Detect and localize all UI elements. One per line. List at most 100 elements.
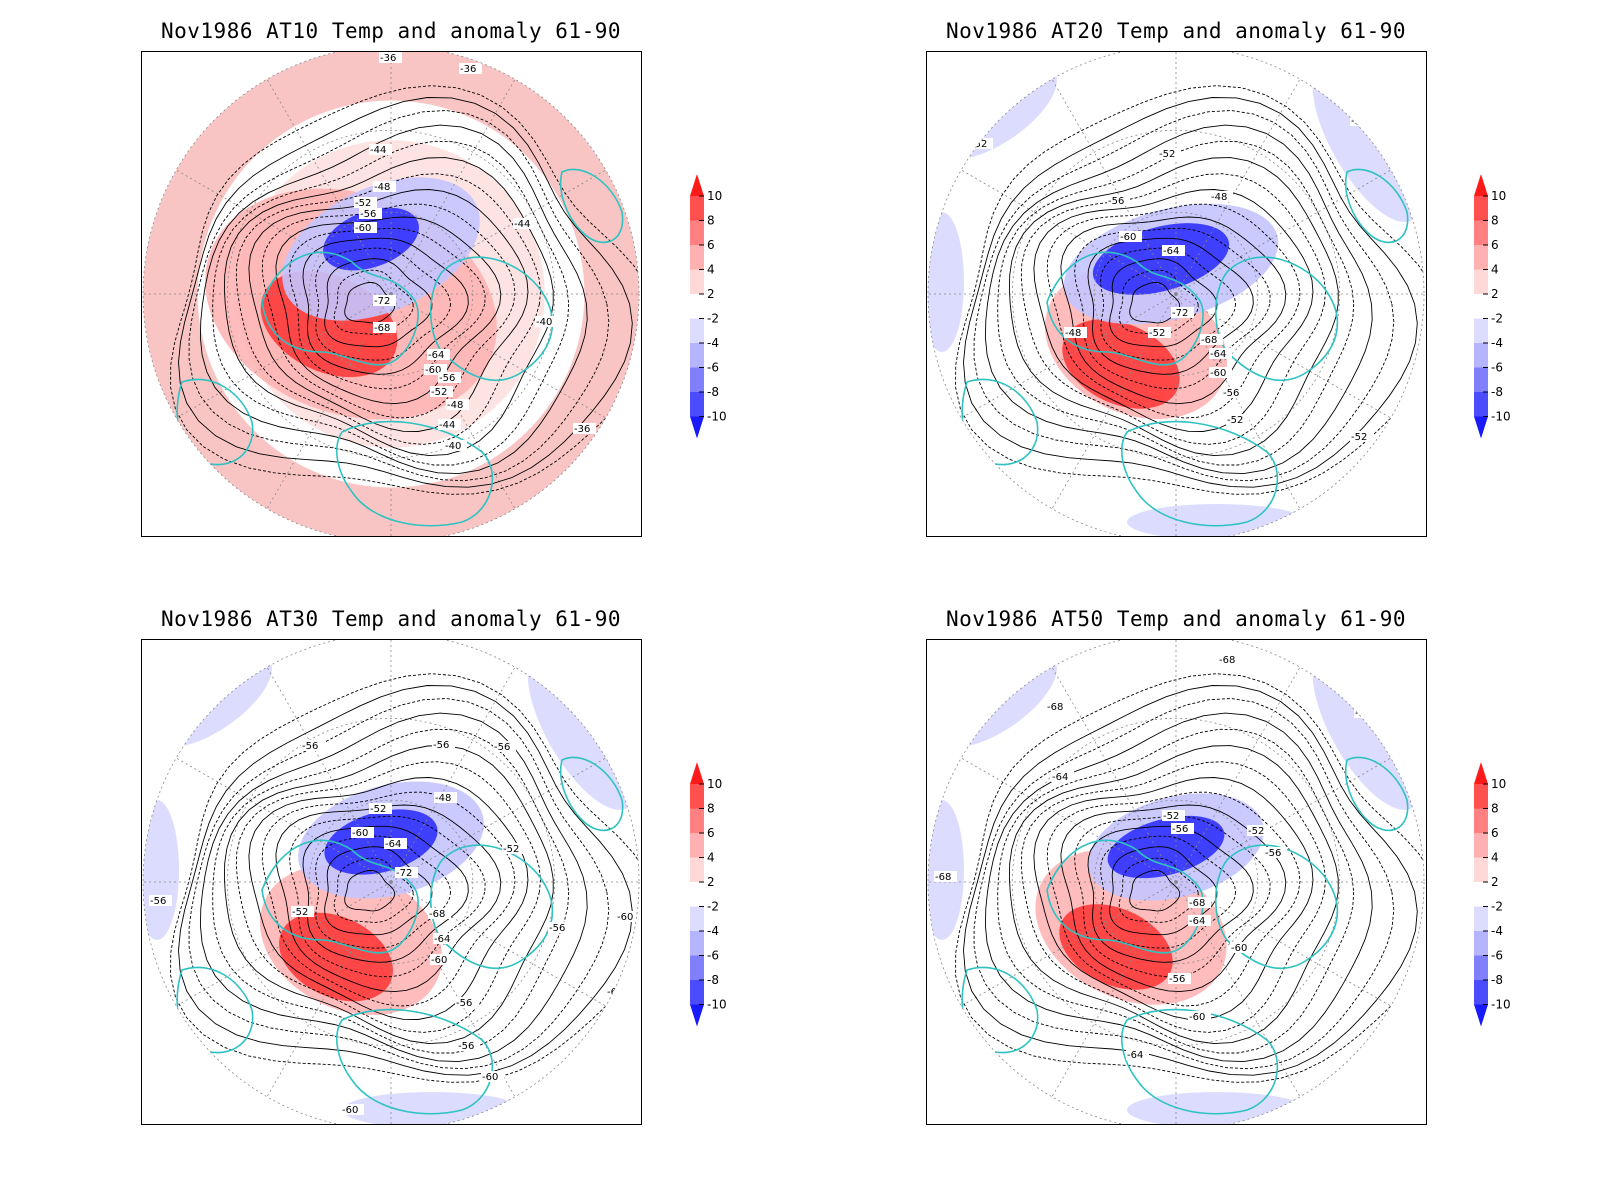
colorbar-label: 6 xyxy=(1491,826,1499,840)
colorbar-label: -8 xyxy=(1491,385,1503,399)
meridian-line xyxy=(176,169,392,295)
colorbar-label: 8 xyxy=(707,802,715,816)
isotherm-contour xyxy=(302,237,469,375)
isotherm-contour xyxy=(261,203,516,419)
contour-label-bg xyxy=(427,349,450,360)
colorbar-label: 6 xyxy=(707,826,715,840)
polar-map-at20: -52 -52 -52 -48 -56 -60 -64 -72 -48 -68 -64 -60 -56 -… xyxy=(927,52,1425,536)
contour-label: -56 xyxy=(1223,388,1239,399)
isotherm-contour xyxy=(315,247,452,361)
isotherm-contour xyxy=(170,673,639,1083)
contour-label: -60 xyxy=(431,955,447,966)
contour-label: -52 xyxy=(503,844,519,855)
isotherm-contour xyxy=(170,85,639,495)
colorbar-label: 4 xyxy=(707,851,715,865)
contour-label: -60 xyxy=(1189,1012,1205,1023)
colorbar-segment xyxy=(690,784,704,809)
colorbar-segment xyxy=(690,269,704,294)
contour-label: -56 xyxy=(456,998,472,1009)
coastline xyxy=(1344,168,1409,244)
contour-label: -60 xyxy=(355,223,371,234)
colorbar-segment xyxy=(690,294,704,319)
contour-label: -52 xyxy=(370,804,386,815)
contour-label: -56 xyxy=(150,896,166,907)
colorbar-label: -10 xyxy=(707,998,727,1012)
colorbar-segment xyxy=(1474,882,1488,907)
isotherm-contour xyxy=(1118,857,1199,923)
isotherm-contour xyxy=(1100,247,1237,361)
contour-label: -36 xyxy=(574,424,590,435)
isotherm-contour xyxy=(178,685,633,1076)
colorbar-arrow-bottom xyxy=(690,1004,704,1027)
isotherm-contour xyxy=(1129,869,1181,912)
isotherm-contour xyxy=(1087,825,1254,963)
isotherm-contour xyxy=(223,745,554,1045)
colorbar-at10: 10 8 6 4 2 -2 -4 -6 -8 -10 xyxy=(686,170,766,450)
contour-label: -60 xyxy=(1120,232,1136,243)
colorbar-label: -2 xyxy=(1491,900,1503,914)
contour-label: -52 xyxy=(1248,826,1264,837)
meridian-line xyxy=(1051,79,1177,295)
colorbar-arrow-top xyxy=(1474,174,1488,196)
meridian-line xyxy=(266,293,392,509)
contour-label-bg xyxy=(354,197,377,208)
colorbar-segment xyxy=(1474,367,1488,392)
colorbar-label: -4 xyxy=(707,336,719,350)
colorbar-segment xyxy=(1474,220,1488,245)
contour-label-bg xyxy=(351,827,374,838)
isotherm-contour xyxy=(199,124,588,475)
contour-label: -52 xyxy=(431,387,447,398)
contour-label-bg xyxy=(438,419,461,430)
contour-label: -64 xyxy=(385,839,401,850)
polar-map-at50: -68-68-68-64-52-56 -52-56-68-68-64-60-56-… xyxy=(927,640,1425,1124)
contour-label-bg xyxy=(1188,1011,1211,1022)
colorbar-label: -6 xyxy=(707,949,719,963)
contour-label: -60 xyxy=(1210,368,1226,379)
colorbar-label: 10 xyxy=(707,189,722,203)
contour-label: -68 xyxy=(1219,655,1235,666)
colorbar-segment xyxy=(690,318,704,343)
polar-map-at10: -36-36-44-44-48-52-56-60-72-68-64-60-56-… xyxy=(142,52,640,536)
isotherm-contour xyxy=(315,835,452,949)
contour-label-bg xyxy=(513,218,536,229)
contour-label-bg xyxy=(535,316,558,327)
colorbar-segment xyxy=(1474,343,1488,368)
isotherm-contour xyxy=(199,712,588,1063)
colorbar-label: 8 xyxy=(1491,802,1499,816)
isotherm-contour xyxy=(1033,777,1314,1020)
contour-label: -64 xyxy=(434,934,450,945)
meridian-line xyxy=(266,667,392,883)
contour-label: -68 xyxy=(1201,335,1217,346)
contour-label-bg xyxy=(573,423,596,434)
contour-label-bg xyxy=(341,1104,364,1115)
colorbar-label: -4 xyxy=(1491,336,1503,350)
colorbar-segment xyxy=(690,857,704,882)
isotherm-contour xyxy=(188,110,610,482)
isotherm-contour xyxy=(212,728,570,1054)
contour-label-bg xyxy=(1188,915,1211,926)
colorbar-label: 4 xyxy=(1491,263,1499,277)
contour-label: -60 xyxy=(482,1072,498,1083)
contour-label-bg xyxy=(444,440,467,451)
isotherm-contour xyxy=(188,698,610,1070)
colorbar-segment xyxy=(690,833,704,858)
colorbar-label: 4 xyxy=(1491,851,1499,865)
colorbar-label: -4 xyxy=(1491,924,1503,938)
colorbar-at20: 10 8 6 4 2 -2 -4 -6 -8 -10 xyxy=(1470,170,1550,450)
colorbar-segment xyxy=(690,882,704,907)
contour-label: -44 xyxy=(514,219,530,230)
isotherm-contour xyxy=(324,846,433,936)
contour-label-bg xyxy=(1200,334,1223,345)
contour-label-bg xyxy=(432,739,455,750)
colorbar-segment xyxy=(690,955,704,980)
colorbar-segment xyxy=(690,196,704,221)
contour-label-bg xyxy=(373,295,396,306)
contour-label-bg xyxy=(1119,231,1142,242)
colorbar-at50: 10 8 6 4 2 -2 -4 -6 -8 -10 xyxy=(1470,758,1550,1038)
isotherm-contour xyxy=(1100,835,1237,949)
contour-label-bg xyxy=(934,871,957,882)
contour-label: -68 xyxy=(935,872,951,883)
coastline xyxy=(1046,251,1204,366)
contour-label: -72 xyxy=(1172,308,1188,319)
isotherm-contour xyxy=(1129,281,1181,324)
